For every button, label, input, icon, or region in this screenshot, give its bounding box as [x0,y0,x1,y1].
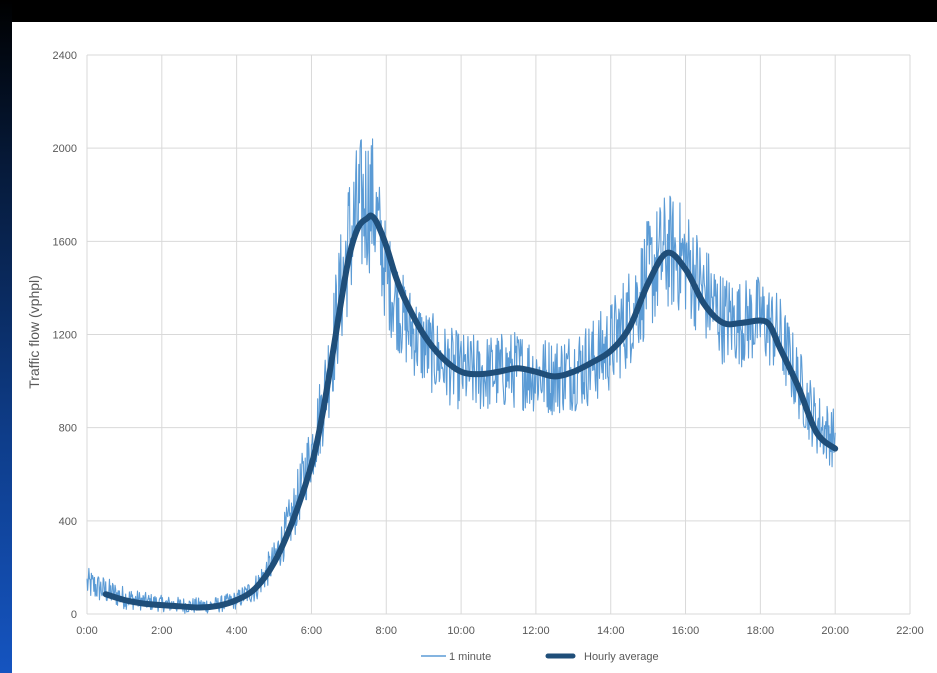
legend-label-hourly-average: Hourly average [584,651,659,663]
y-tick-label: 800 [59,423,77,435]
series-hourly-average-line [102,212,839,611]
background-edge [0,0,12,673]
legend: 1 minute Hourly average [421,651,659,663]
x-tick-label: 0:00 [76,625,97,637]
x-tick-label: 22:00 [896,625,924,637]
y-tick-label: 400 [59,516,77,528]
x-tick-label: 6:00 [301,625,322,637]
y-tick-label: 0 [71,609,77,621]
axis-labels: 0 400 800 1200 1600 2000 2400 0:00 2:00 4:00 6:00 8… [53,50,924,637]
x-tick-label: 14:00 [597,625,625,637]
x-tick-label: 4:00 [226,625,247,637]
traffic-flow-chart: 0 400 800 1200 1600 2000 2400 0:00 2:00 4:00 6:00 8… [26,50,924,663]
series-layer [86,138,839,614]
x-tick-label: 12:00 [522,625,550,637]
y-axis-title: Traffic flow (vphpl) [26,275,42,389]
x-tick-label: 16:00 [672,625,700,637]
x-tick-label: 8:00 [376,625,397,637]
x-tick-label: 20:00 [821,625,849,637]
y-tick-label: 1200 [53,330,77,342]
x-tick-label: 10:00 [447,625,475,637]
grid-lines [86,54,911,615]
x-tick-label: 2:00 [151,625,172,637]
y-tick-label: 2000 [53,143,77,155]
y-tick-label: 2400 [53,50,77,62]
y-tick-label: 1600 [53,236,77,248]
legend-label-1-minute: 1 minute [449,651,491,663]
x-tick-label: 18:00 [747,625,775,637]
chart-area: 0 400 800 1200 1600 2000 2400 0:00 2:00 4:00 6:00 8… [12,22,937,673]
